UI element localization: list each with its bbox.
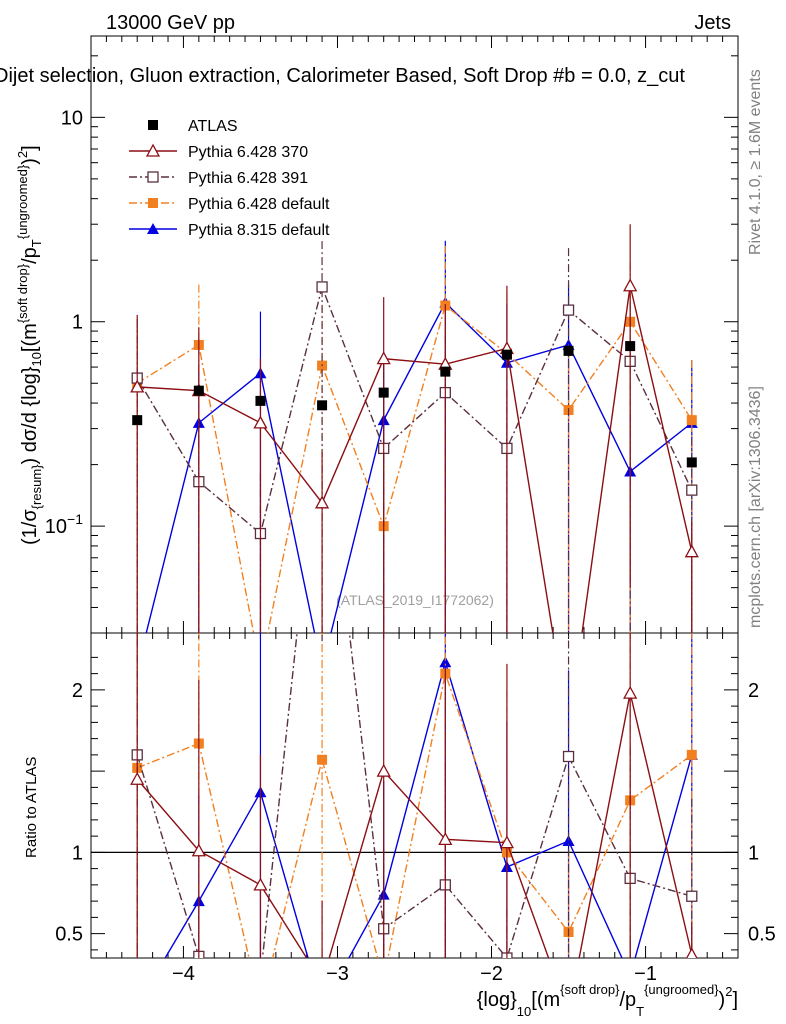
ratio-plot-data: [91, 633, 738, 1018]
data-point: [685, 947, 698, 958]
x-tick-label: −4: [172, 963, 195, 985]
legend-label: Pythia 6.428 370: [188, 144, 308, 161]
data-point: [686, 890, 698, 902]
data-point: [623, 278, 638, 292]
series-line: [136, 304, 693, 633]
legend-label: Pythia 8.315 default: [188, 222, 330, 239]
series-pythia-8-315-default: [145, 240, 698, 633]
data-point: [255, 395, 266, 406]
legend-label: ATLAS: [188, 118, 238, 135]
legend-item: Pythia 6.428 370: [129, 143, 308, 161]
data-point: [499, 835, 515, 849]
data-point: [562, 750, 575, 763]
data-point: [562, 304, 575, 316]
x-axis-label: {log}10[(m{soft drop}/pT{ungroomed})2]: [477, 982, 738, 1019]
series-line: [164, 659, 693, 958]
series-pythia-6-428-default: [132, 633, 697, 1012]
x-tick-label: −2: [480, 963, 503, 985]
series-pythia-6-428-default: [132, 245, 697, 633]
data-point: [253, 415, 268, 429]
data-point: [686, 415, 697, 426]
ratio-y-tick-label: 2: [72, 680, 83, 702]
data-point: [686, 457, 697, 468]
legend: ATLAS Pythia 6.428 370 Pythia 6.428 391 Pyt…: [129, 118, 330, 239]
main-plot-data: [130, 224, 699, 633]
data-point: [684, 544, 699, 558]
data-point: [147, 223, 159, 234]
mcplots-label: mcplots.cern.ch [arXiv:1306.3436]: [747, 386, 764, 628]
data-point: [132, 415, 143, 426]
data-point: [686, 484, 698, 496]
y-tick-label: 10−1: [45, 511, 83, 538]
data-point: [316, 1001, 328, 1012]
legend-label: Pythia 6.428 default: [188, 196, 330, 213]
series-line: [136, 284, 693, 535]
data-point: [563, 345, 574, 356]
data-point: [625, 341, 636, 352]
data-point: [317, 754, 328, 765]
header-jets-label: Jets: [694, 12, 731, 34]
legend-item: Pythia 8.315 default: [129, 222, 330, 239]
x-tick-label: −3: [326, 963, 349, 985]
series-line: [137, 285, 693, 633]
rivet-version-label: Rivet 4.1.0, ≥ 1.6M events: [747, 69, 764, 255]
legend-item: ATLAS: [148, 118, 238, 135]
data-point: [255, 1002, 265, 1012]
data-point: [145, 143, 161, 157]
analysis-watermark: (ATLAS_2019_I1772062): [336, 592, 494, 608]
data-point: [623, 685, 638, 699]
y-tick-label: 10: [61, 107, 83, 129]
data-point: [314, 495, 330, 509]
data-point: [148, 198, 158, 208]
header-energy-label: 13000 GeV pp: [106, 12, 235, 34]
data-point: [439, 656, 452, 668]
series-line: [136, 692, 693, 958]
data-point: [378, 387, 389, 398]
x-tick-label: −1: [634, 963, 657, 985]
data-point: [130, 771, 145, 785]
data-point: [376, 351, 391, 365]
data-point: [255, 973, 265, 983]
data-point: [193, 385, 204, 396]
series-atlas: [132, 341, 697, 468]
data-point: [147, 171, 159, 183]
data-point: [191, 843, 206, 857]
data-point: [130, 379, 145, 393]
series-pythia-6-428-391: [131, 633, 698, 983]
main-y-axis-label: (1/σ{resum}) dσ/d {log}10[(m{soft drop}/…: [15, 145, 44, 545]
data-point: [376, 763, 391, 777]
y-tick-label: 1: [72, 312, 83, 334]
ratio-y-tick-label-right: 1: [748, 842, 759, 864]
data-point: [438, 832, 453, 846]
data-point: [563, 1007, 575, 1018]
ratio-y-tick-label: 0.5: [55, 924, 83, 946]
plot-title: Dijet selection, Gluon extraction, Calor…: [0, 65, 685, 87]
data-point: [440, 366, 451, 377]
data-point: [317, 400, 328, 411]
data-point: [253, 877, 268, 891]
ratio-y-tick-label: 1: [72, 842, 83, 864]
ratio-plot-frame: [90, 632, 739, 959]
data-point: [316, 281, 328, 293]
legend-item: Pythia 6.428 391: [129, 170, 308, 187]
legend-label: Pythia 6.428 391: [188, 170, 308, 187]
data-point: [379, 974, 389, 984]
ratio-y-axis-label-text: Ratio to ATLAS: [23, 757, 40, 858]
ratio-y-tick-label-right: 2: [748, 680, 759, 702]
data-point: [131, 999, 143, 1010]
series-line: [136, 670, 693, 958]
data-point: [148, 120, 158, 130]
series-line: [145, 301, 693, 633]
legend-item: Pythia 6.428 default: [129, 196, 330, 213]
series-pythia-6-428-370: [130, 633, 698, 1018]
data-point: [686, 749, 697, 760]
ratio-y-tick-label-right: 0.5: [748, 924, 776, 946]
data-point: [501, 349, 512, 360]
ratio-y-axis-label: Ratio to ATLAS: [23, 757, 40, 858]
series-line: [136, 633, 692, 958]
